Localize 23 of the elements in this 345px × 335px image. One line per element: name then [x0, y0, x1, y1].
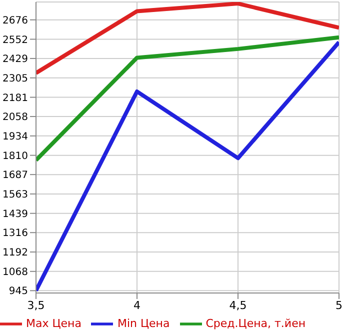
y-tick-label: 2552	[2, 34, 28, 46]
y-tick-label: 2181	[2, 92, 28, 104]
legend-label: Сред.Цена, т.йен	[206, 317, 306, 330]
y-tick-label: 2058	[2, 112, 28, 124]
y-tick-label: 2429	[2, 54, 28, 66]
y-tick-label: 1192	[2, 248, 28, 259]
x-tick-label: 3,5	[27, 298, 45, 312]
y-tick-label: 1563	[2, 190, 28, 201]
legend-label: Min Цена	[117, 317, 170, 330]
x-tick-label: 5	[336, 298, 342, 312]
line-series	[36, 35, 339, 162]
y-tick-label: 2305	[2, 73, 28, 84]
x-tick-label: 4,5	[229, 298, 247, 312]
y-tick-label: 1316	[2, 228, 28, 240]
x-tick-label: 4	[134, 298, 140, 312]
legend-label: Max Цена	[26, 317, 82, 330]
y-tick-label: 2676	[2, 15, 28, 26]
y-tick-label: 945	[8, 286, 28, 298]
y-tick-label: 1934	[2, 131, 28, 142]
y-tick-label: 1439	[2, 208, 28, 220]
y-tick-label: 1068	[2, 266, 28, 278]
y-tick-label: 1810	[2, 150, 28, 162]
y-tick-label: 1687	[2, 170, 28, 182]
